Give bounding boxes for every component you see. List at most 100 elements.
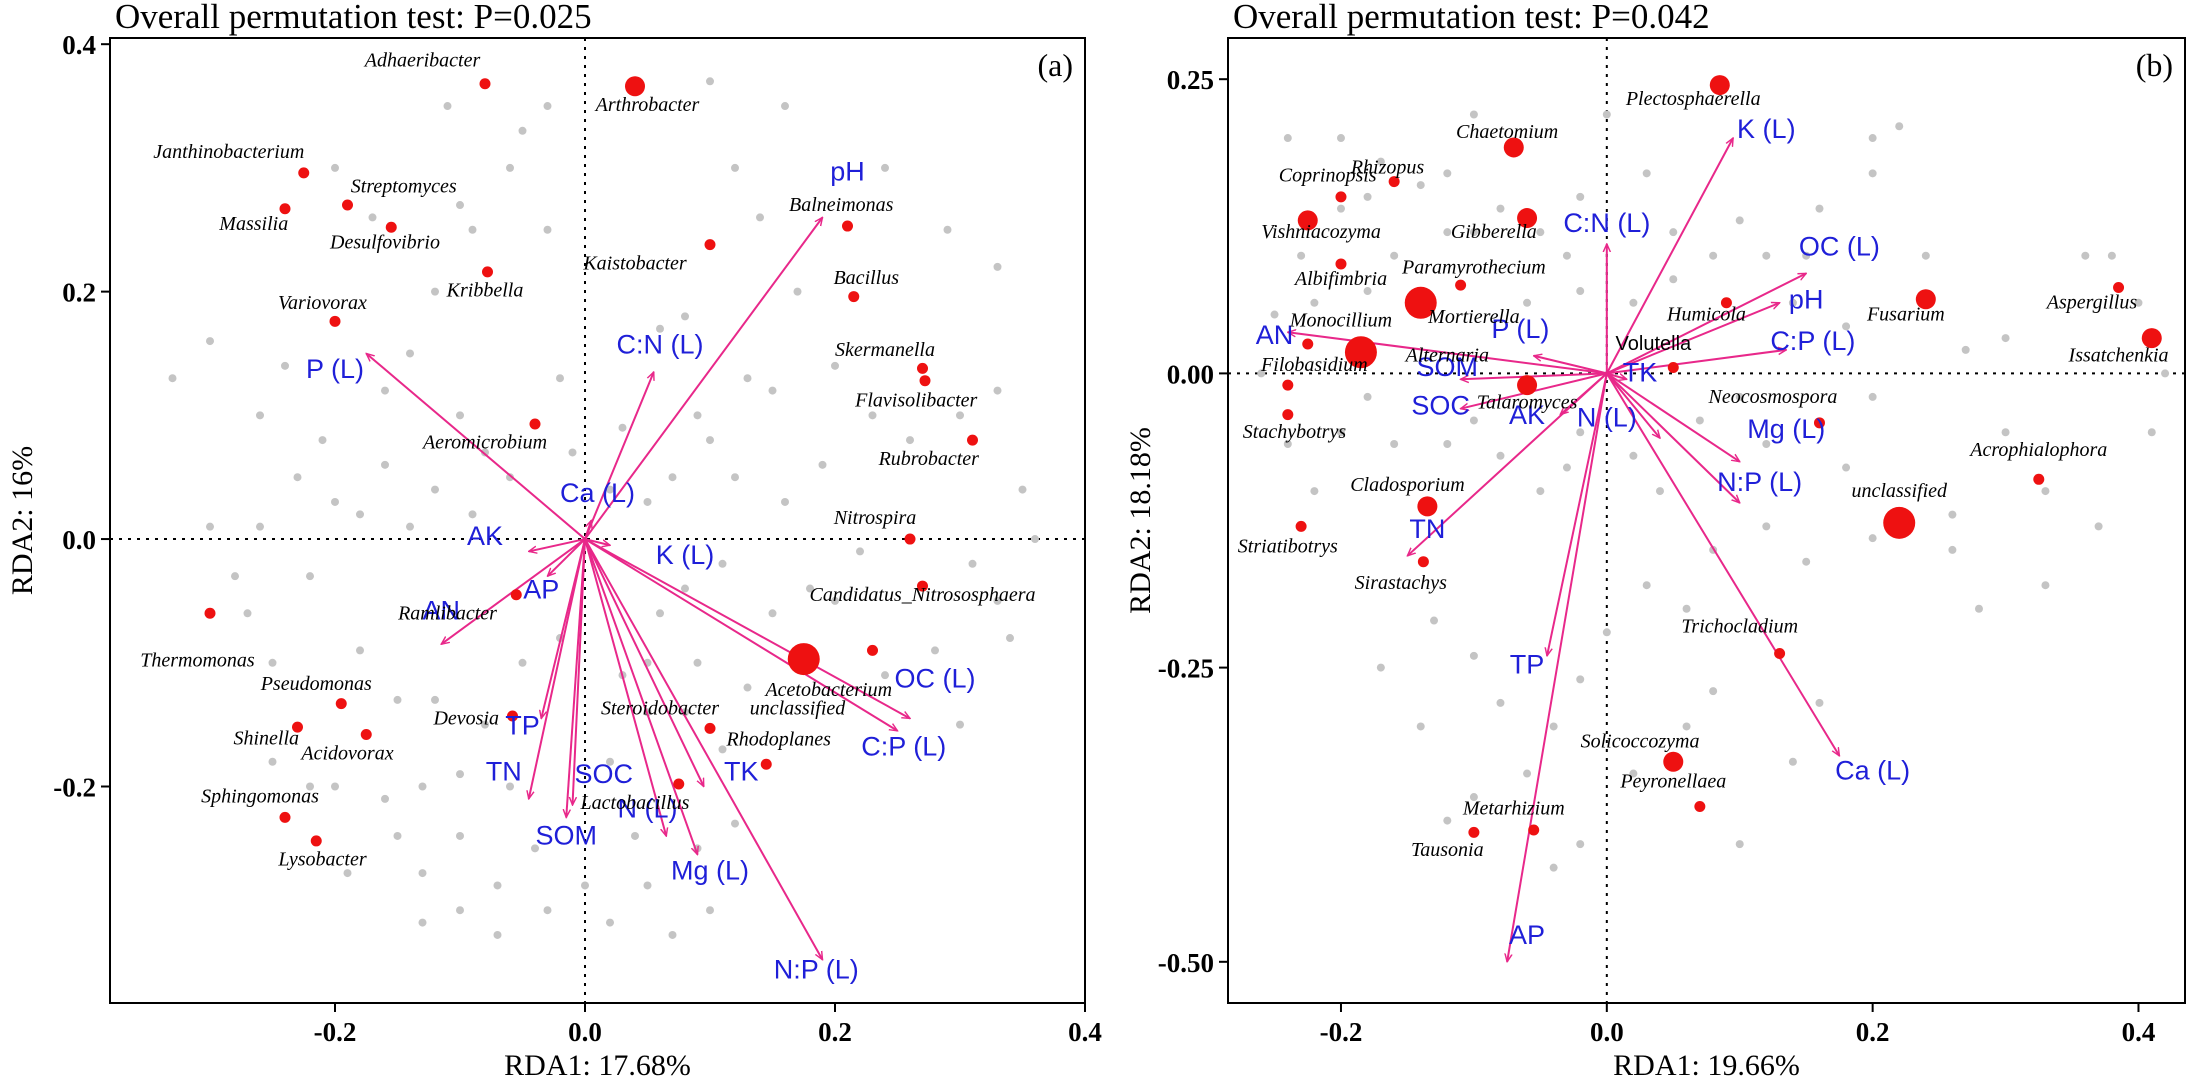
background-point	[643, 881, 652, 890]
taxon-point	[1295, 520, 1307, 532]
env-arrow	[584, 538, 898, 731]
background-point	[443, 102, 452, 111]
env-arrow	[1507, 373, 1608, 961]
env-arrow	[1407, 372, 1608, 555]
background-point	[1443, 816, 1452, 825]
taxon-label: Shinella	[233, 727, 299, 749]
env-label: C:N (L)	[1563, 208, 1650, 238]
env-label: AK	[467, 521, 503, 551]
background-point	[881, 671, 889, 680]
y-tick-label: 0.2	[62, 278, 96, 308]
taxon-label: Mortierella	[1427, 306, 1519, 328]
x-tick-label: 0.0	[568, 1017, 602, 1047]
taxon-point	[310, 835, 322, 847]
background-point	[1416, 722, 1425, 731]
background-point	[356, 510, 364, 519]
taxon-point	[1528, 824, 1540, 836]
taxon-label: Lactobacillus	[580, 792, 690, 814]
taxon-point	[704, 722, 716, 734]
background-point	[1642, 581, 1651, 590]
background-point	[681, 312, 689, 321]
background-point	[2161, 369, 2170, 378]
taxon-point	[848, 291, 860, 303]
background-point	[1762, 251, 1771, 260]
env-arrow	[1606, 303, 1780, 375]
env-label: SOC	[1411, 391, 1470, 421]
background-point	[418, 918, 427, 927]
env-label: OC (L)	[895, 664, 976, 694]
background-point	[468, 510, 477, 519]
taxon-point	[1694, 800, 1706, 812]
background-point	[2107, 251, 2116, 260]
background-point	[668, 473, 677, 482]
env-label: pH	[830, 156, 865, 186]
background-point	[718, 559, 727, 568]
taxon-point	[1774, 647, 1786, 659]
taxon-label: Gibberella	[1451, 221, 1537, 243]
background-point	[656, 609, 664, 618]
taxon-point	[2113, 281, 2125, 293]
background-point	[881, 163, 889, 172]
background-point	[1602, 628, 1611, 637]
taxon-label: Bacillus	[833, 267, 899, 289]
taxon-label: Stachybotrys	[1243, 421, 1347, 443]
background-point	[1842, 463, 1851, 472]
background-point	[1961, 345, 1970, 354]
background-point	[606, 757, 614, 766]
taxon-label: Candidatus_Nitrososphaera	[810, 584, 1036, 606]
background-point	[506, 473, 514, 482]
background-point	[1842, 322, 1851, 331]
env-arrow	[1461, 372, 1607, 379]
background-point	[618, 423, 627, 432]
env-arrow	[584, 538, 610, 545]
taxon-point	[1302, 338, 1314, 350]
background-point	[1376, 157, 1385, 166]
y-tick-label: -0.2	[53, 772, 96, 802]
background-point	[456, 411, 464, 420]
plot-frame	[1227, 37, 2186, 1004]
taxon-point	[1388, 176, 1400, 188]
taxon-point	[2033, 473, 2045, 485]
background-point	[731, 473, 739, 482]
x-axis-label: RDA1: 17.68%	[504, 1049, 691, 1082]
taxon-point	[329, 315, 341, 327]
env-label: pH	[1789, 285, 1824, 315]
background-point	[2134, 298, 2143, 307]
background-point	[1921, 251, 1930, 260]
env-label: C:N (L)	[617, 329, 704, 359]
background-point	[1536, 228, 1545, 237]
taxon-point	[1417, 496, 1438, 517]
taxon-point	[904, 533, 916, 545]
taxon-label: Streptomyces	[351, 176, 457, 198]
taxon-point	[919, 375, 931, 387]
taxon-point	[298, 167, 310, 179]
background-point	[1868, 169, 1877, 178]
taxon-label: Sirastachys	[1355, 572, 1447, 594]
background-point	[943, 225, 952, 234]
background-point	[493, 881, 502, 890]
background-point	[781, 497, 789, 506]
background-point	[1788, 757, 1797, 766]
taxon-label: Acrophialophora	[1968, 439, 2107, 461]
background-point	[456, 831, 464, 840]
env-label: AK	[1509, 400, 1545, 430]
background-point	[706, 77, 714, 86]
env-label: TK	[724, 756, 759, 786]
background-point	[1974, 604, 1983, 613]
background-point	[1496, 204, 1505, 213]
x-tick-label: 0.4	[1068, 1017, 1102, 1047]
taxon-point	[967, 434, 978, 446]
env-label: N (L)	[1577, 402, 1637, 432]
env-label: AN	[1256, 320, 1294, 350]
background-point	[1283, 134, 1292, 143]
taxon-label: Aeromicrobium	[421, 432, 547, 454]
env-label: K (L)	[1737, 114, 1796, 144]
env-arrow	[548, 538, 586, 576]
taxon-point	[1282, 379, 1294, 391]
background-point	[706, 436, 714, 445]
background-point	[456, 770, 464, 779]
background-point	[868, 411, 877, 420]
taxon-label: Filobasidium	[1260, 354, 1368, 376]
background-point	[356, 646, 364, 655]
taxon-label: unclassified	[750, 698, 847, 720]
